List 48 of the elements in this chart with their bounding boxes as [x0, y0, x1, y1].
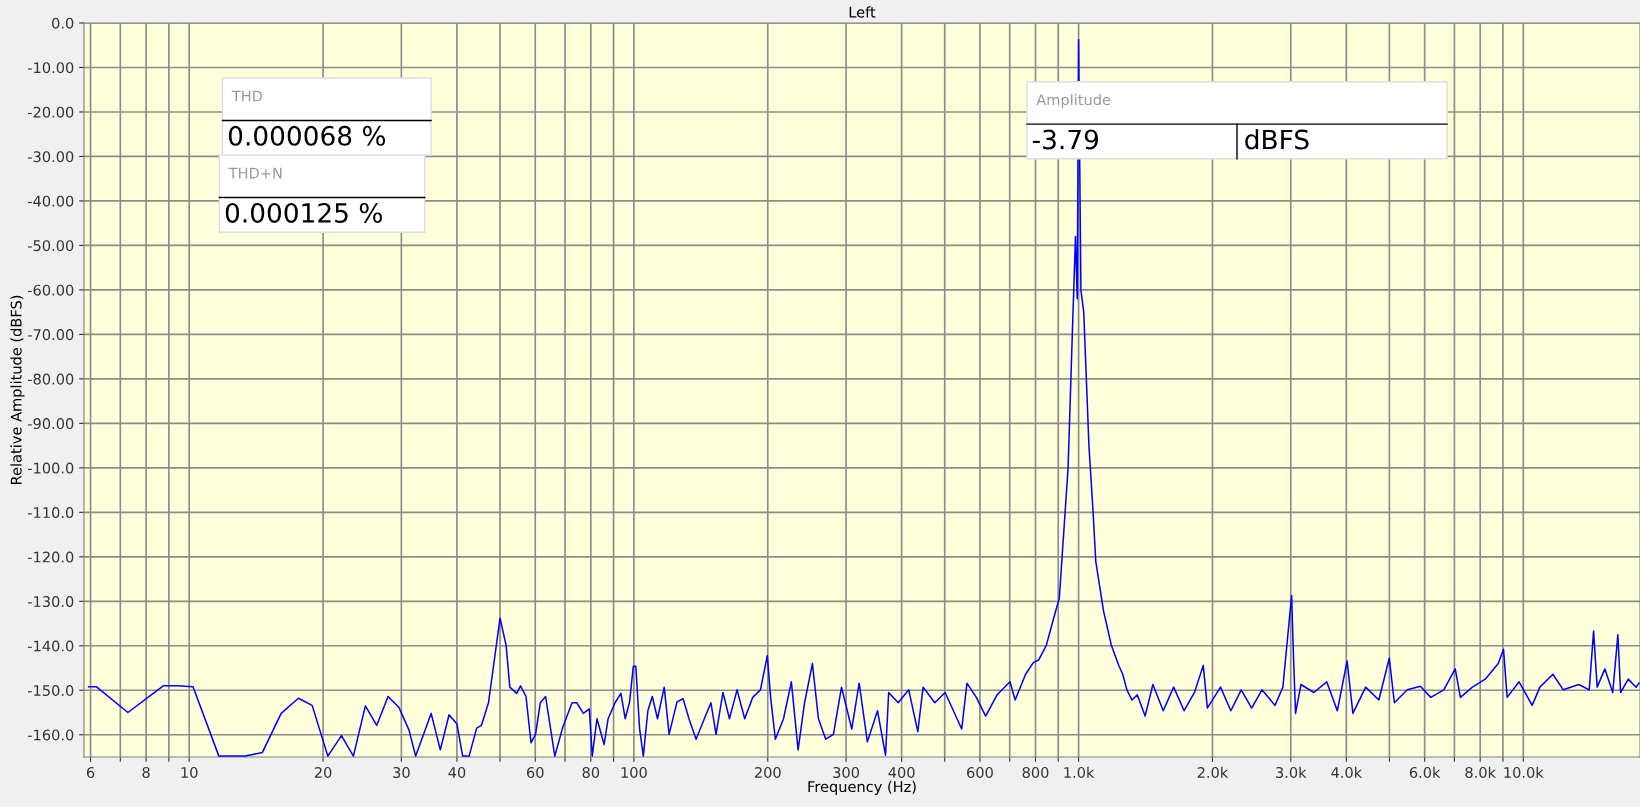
chart-title: Left	[849, 6, 876, 18]
x-tick-label: 200	[754, 766, 781, 779]
x-tick-label: 1.0k	[1064, 766, 1095, 779]
x-tick-label: 10.0k	[1504, 766, 1544, 779]
x-tick-label: 2.0k	[1197, 766, 1229, 779]
y-tick-label: -10.00	[27, 62, 74, 74]
annotation: THD	[231, 90, 263, 102]
x-tick-label: 20	[314, 766, 332, 779]
y-tick-label: -130.0	[27, 596, 74, 608]
x-tick-label: 10	[181, 766, 198, 779]
x-tick-label: 800	[1022, 766, 1049, 779]
annotation: 0.000125 %	[225, 202, 382, 223]
x-tick-label: 30	[393, 766, 410, 779]
x-axis-title: Frequency (Hz)	[808, 780, 916, 795]
x-tick-label: 6.0k	[1409, 766, 1441, 779]
y-tick-label: -50.00	[27, 240, 74, 252]
y-tick-label: -70.00	[27, 329, 74, 341]
y-tick-label: -40.00	[27, 195, 74, 207]
x-tick-label: 8	[142, 766, 150, 779]
y-tick-label: -60.00	[27, 284, 74, 296]
x-tick-label: 4.0k	[1331, 766, 1363, 779]
x-tick-label: 300	[833, 766, 860, 779]
y-tick-label: -120.0	[27, 551, 74, 563]
annotation: -3.79	[1032, 129, 1099, 150]
x-tick-label: 80	[582, 766, 600, 779]
y-tick-label: -30.00	[27, 151, 74, 163]
x-tick-label: 400	[888, 766, 915, 779]
y-tick-label: -80.00	[27, 373, 74, 385]
annotation: Amplitude	[1036, 93, 1111, 109]
x-tick-label: 600	[967, 766, 993, 779]
x-tick-label: 100	[621, 766, 647, 779]
annotation: 0.000068 %	[228, 125, 386, 146]
x-tick-label: 40	[448, 766, 466, 779]
x-tick-label: 6	[86, 766, 95, 779]
x-tick-label: 3.0k	[1276, 766, 1307, 779]
annotation: THD+N	[228, 167, 282, 179]
x-tick-label: 60	[526, 766, 544, 779]
x-tick-label: 8.0k	[1465, 766, 1496, 779]
y-tick-label: -140.0	[27, 640, 74, 652]
y-tick-label: -110.0	[27, 507, 74, 519]
y-tick-label: -150.0	[27, 684, 74, 697]
y-tick-label: -160.0	[27, 729, 74, 741]
y-axis-title: Relative Amplitude (dBFS)	[10, 295, 25, 484]
y-tick-label: -100.0	[27, 462, 74, 474]
annotation: dBFS	[1245, 129, 1309, 150]
y-tick-label: -90.00	[27, 418, 74, 430]
y-tick-label: 0.0	[52, 17, 74, 29]
y-tick-label: -20.00	[27, 106, 74, 118]
